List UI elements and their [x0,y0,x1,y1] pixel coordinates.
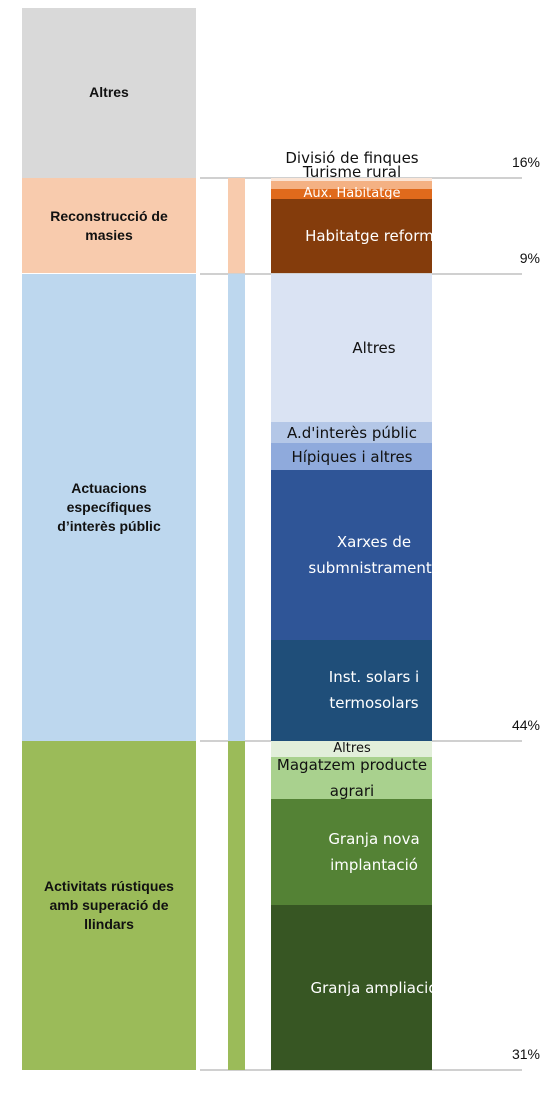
segment-label: Granja nova implantació [328,830,420,875]
segment [271,756,432,800]
group-label: Reconstrucció de masies [50,207,168,243]
segment-label: Hípiques i altres [291,447,413,466]
segment [271,273,432,423]
group-bar [22,740,196,1070]
segment [271,177,432,182]
segment [271,469,432,640]
segment [271,905,432,1070]
segment-label: Aux. Habitatge [303,185,401,201]
group-label: Actuacions específiques d’interès públic [57,479,161,534]
group-label: Altres [89,84,129,101]
segment [271,188,432,200]
group-stripe [228,740,245,1070]
group-value-label: 31% [511,1046,540,1062]
group-value-label: 9% [519,249,540,266]
group-bar [22,177,196,274]
segment [271,199,432,274]
group-value-label: 16% [511,153,540,170]
group-bar [22,273,196,741]
segment-label: Turisme rural [302,162,402,181]
segment-label: Inst. solars i termosolars [328,668,420,713]
segment [271,639,432,741]
segment-label: Altres [333,740,371,756]
group-stripe [228,273,245,741]
group-value-label: 44% [511,716,540,733]
segment-label: Xarxes de submnistraments [308,532,440,577]
segment [271,181,432,189]
segment [271,799,432,906]
segment-label: Divisió de finques [285,148,419,167]
segment-label: Granja ampliació [310,978,438,997]
segment [271,740,432,757]
segment [271,443,432,470]
group-stripe [228,177,245,274]
segment-label: Altres [352,338,396,357]
segment-label: Habitatge reforma [305,227,443,246]
separator [200,1069,522,1071]
group-label: Activitats rústiques amb superació de ll… [44,877,174,932]
segment-label: A.d'interès públic [287,423,417,442]
group-bar [22,8,196,178]
segment [271,422,432,444]
segment-label: Magatzem producte agrari [276,755,428,800]
